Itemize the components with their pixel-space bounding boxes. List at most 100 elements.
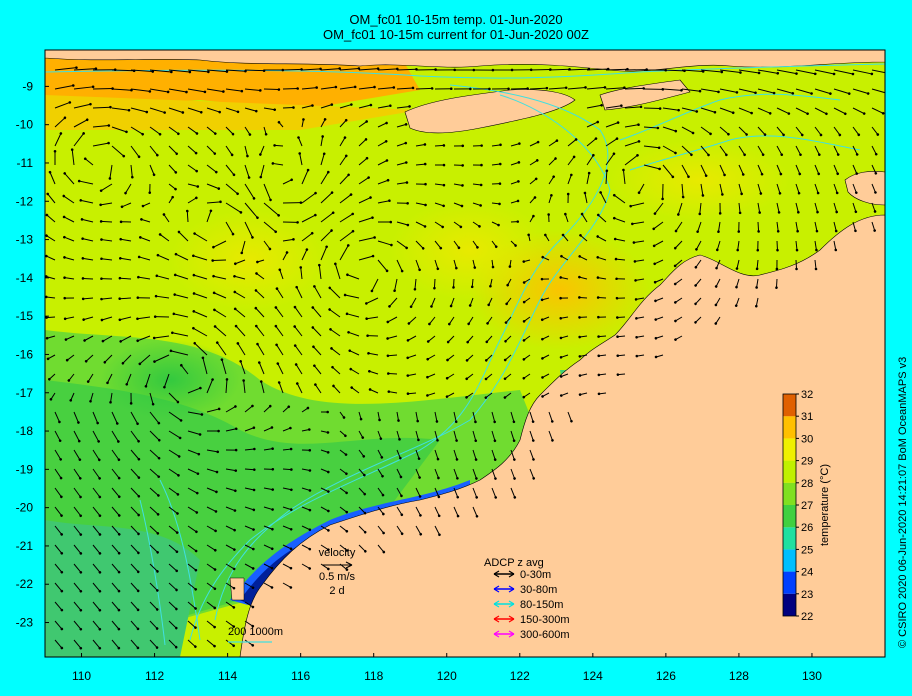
current-vector [795,202,800,214]
current-vector [244,506,256,512]
current-vector [130,639,140,650]
current-vector [434,259,440,271]
current-vector [299,266,303,280]
current-vector [130,411,139,426]
current-vector [130,601,140,612]
current-vector [426,335,436,343]
current-vector [622,168,626,185]
current-vector [738,145,746,157]
current-vector [597,373,607,377]
current-vector [152,335,170,340]
current-vector [330,347,341,356]
current-vector [719,69,742,74]
current-vector [339,468,348,476]
current-vector [674,297,683,304]
current-vector [130,449,141,461]
current-vector [445,392,455,398]
current-vector [149,449,161,460]
current-vector [259,145,265,156]
current-vector [111,563,121,574]
current-vector [814,183,820,195]
current-vector [206,200,222,204]
current-vector [149,164,156,177]
current-vector [654,354,664,359]
current-vector [365,316,379,321]
current-vector [415,87,434,90]
current-vector [426,354,436,361]
current-vector [755,259,759,271]
current-vector [263,404,272,413]
current-vector [652,240,664,248]
colorbar-tick-label: 22 [801,611,813,623]
current-vector [387,390,398,394]
current-vector [541,255,550,261]
current-vector [491,449,497,461]
lon-tick-label: 126 [656,669,676,683]
current-vector [795,126,804,137]
current-vector [396,181,409,185]
current-vector [795,69,817,76]
current-vector [795,221,799,233]
cool-water-southwest [45,520,200,657]
lon-tick-label: 120 [437,669,457,683]
current-vector [681,69,705,73]
current-vector [69,392,75,402]
current-vector [187,601,197,610]
current-vector [453,202,464,208]
current-vector [567,411,573,423]
current-vector [540,297,550,302]
current-vector [633,259,645,263]
warm-patch-2 [390,200,550,300]
current-vector [244,164,251,179]
current-vector [406,354,417,360]
current-vector [755,278,759,289]
current-vector [415,259,421,272]
colorbar-block [783,482,796,505]
current-vector [83,335,94,342]
current-vector [54,506,63,517]
current-vector [567,173,573,185]
current-vector [187,563,198,572]
current-vector [833,240,838,252]
current-vector [776,164,783,176]
current-vector [73,525,83,536]
current-vector [776,126,785,137]
current-vector [814,202,819,214]
colorbar: 22 23 24 25 26 27 28 29 30 31 32 temperature (°C) [782,389,831,623]
current-vector [244,69,266,72]
current-vector [320,245,328,261]
current-vector [301,104,314,109]
current-vector [192,273,208,280]
current-vector [92,449,101,462]
current-vector [409,297,417,309]
current-vector [92,487,102,499]
current-vector [596,276,607,280]
current-vector [757,69,780,75]
current-vector [833,202,838,214]
current-vector [662,69,686,73]
current-vector [465,392,474,399]
current-vector [92,411,99,425]
current-vector [434,468,440,480]
current-vector [301,563,311,570]
current-vector [130,468,141,479]
current-vector [700,145,710,157]
current-vector [193,232,208,242]
current-vector [386,335,398,340]
current-vector [320,85,338,90]
current-vector [484,354,493,362]
current-vector [484,373,493,381]
current-vector [54,525,63,536]
current-vector [700,88,720,94]
current-vector [415,430,420,442]
current-vector [548,175,555,185]
current-vector [118,297,132,301]
current-vector [168,582,178,592]
current-vector [130,145,141,159]
current-vector [472,259,477,269]
colorbar-block [783,505,796,528]
current-vector [154,294,170,299]
current-vector [833,88,851,95]
current-vector [472,240,479,249]
colorbar-ticks: 22 23 24 25 26 27 28 29 30 31 32 [796,389,813,623]
